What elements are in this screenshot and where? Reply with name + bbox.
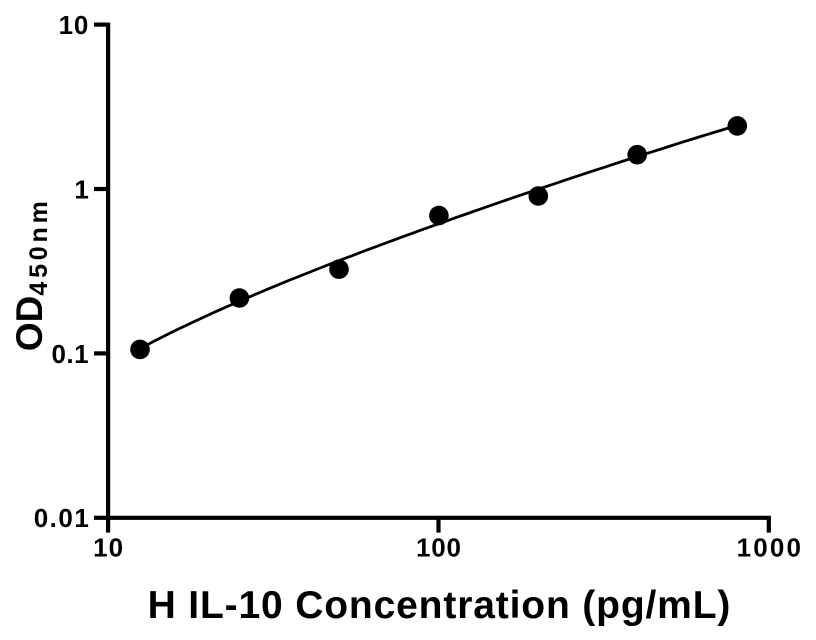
svg-text:0.01: 0.01	[34, 503, 91, 533]
svg-text:100: 100	[416, 532, 462, 562]
svg-text:1000: 1000	[737, 532, 804, 562]
svg-text:H IL-10 Concentration (pg/mL): H IL-10 Concentration (pg/mL)	[148, 584, 732, 627]
svg-text:0.1: 0.1	[51, 339, 89, 369]
svg-text:1: 1	[74, 174, 88, 204]
svg-text:10: 10	[59, 10, 90, 40]
svg-text:10: 10	[93, 532, 124, 562]
